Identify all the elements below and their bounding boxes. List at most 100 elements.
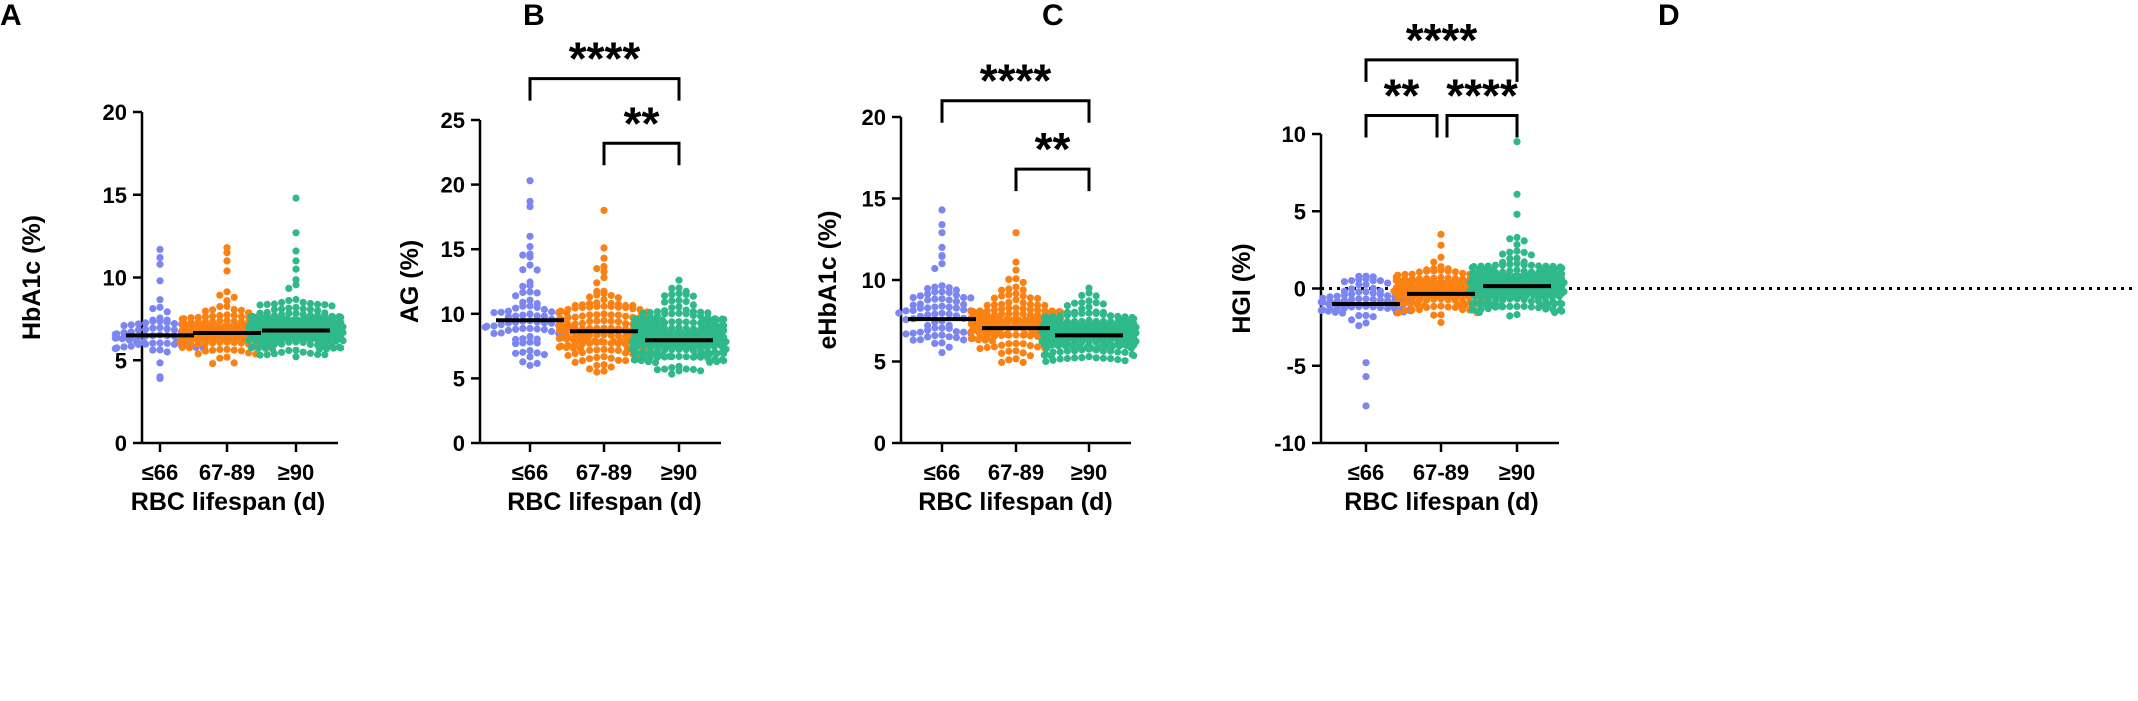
data-point: [292, 247, 300, 255]
significance-label: ****: [1406, 14, 1478, 66]
data-point: [1513, 233, 1521, 242]
data-point: [689, 346, 698, 355]
data-point: [586, 303, 594, 311]
data-point: [998, 286, 1006, 294]
panel-b: B 0 5 10 15 20 25 ≤66 67-89 ≥90 RBC lifespan (d) AG…: [396, 0, 730, 516]
data-point: [533, 349, 541, 357]
data-point: [1506, 260, 1514, 268]
data-point: [1019, 349, 1027, 357]
data-point: [1012, 266, 1020, 274]
data-point: [163, 319, 171, 327]
data-point: [1056, 355, 1064, 363]
y-axis-title: HGI (%): [1228, 243, 1256, 333]
data-point: [292, 353, 300, 361]
data-point: [1401, 307, 1409, 315]
data-point: [519, 282, 527, 290]
data-point: [600, 302, 608, 310]
data-point: [697, 367, 705, 375]
data-point: [156, 359, 164, 367]
data-point: [689, 319, 698, 327]
data-point: [1078, 291, 1086, 299]
data-point: [511, 312, 520, 320]
data-point: [1362, 359, 1370, 367]
data-point: [526, 243, 534, 251]
data-point: [519, 288, 527, 297]
data-point: [562, 335, 571, 343]
data-point: [931, 288, 939, 296]
data-point: [661, 298, 669, 306]
data-point: [639, 309, 647, 317]
data-point: [285, 338, 293, 346]
data-point: [593, 368, 601, 376]
data-point: [909, 306, 917, 315]
data-point: [1078, 299, 1086, 307]
data-point: [519, 339, 527, 347]
data-point: [134, 326, 142, 334]
data-point: [1005, 347, 1013, 355]
data-point: [209, 360, 217, 368]
data-point: [689, 311, 698, 319]
y-tick-label: 5: [115, 348, 127, 373]
data-point: [285, 296, 293, 305]
data-point: [339, 337, 347, 345]
data-point: [600, 338, 608, 346]
data-point: [998, 341, 1006, 349]
data-point: [1092, 346, 1100, 354]
data-point: [540, 312, 549, 320]
data-point: [209, 312, 217, 320]
data-point: [998, 292, 1006, 300]
data-point: [170, 320, 178, 328]
data-point: [111, 345, 119, 353]
data-point: [533, 266, 541, 274]
data-point: [1085, 303, 1093, 311]
y-axis-title: HbA1c (%): [18, 215, 46, 340]
data-point: [526, 332, 534, 341]
y-tick-label: 15: [862, 187, 886, 212]
data-point: [223, 317, 231, 325]
data-point: [1085, 297, 1093, 305]
data-point: [1408, 306, 1416, 314]
data-point: [607, 311, 615, 319]
data-point: [526, 296, 534, 304]
data-point: [323, 345, 331, 353]
data-point: [720, 349, 728, 357]
data-point: [285, 304, 293, 312]
data-point: [533, 312, 541, 320]
data-point: [299, 338, 307, 347]
data-point: [1437, 295, 1445, 303]
data-point: [1034, 294, 1042, 302]
data-point: [668, 318, 676, 326]
data-point: [1041, 301, 1049, 310]
data-point: [1362, 311, 1370, 320]
data-point: [526, 177, 534, 185]
data-point: [163, 339, 171, 347]
data-point: [1555, 292, 1563, 300]
data-point: [938, 252, 946, 260]
data-point: [1019, 331, 1027, 339]
data-point: [216, 303, 224, 311]
data-point: [223, 288, 231, 296]
data-point: [1459, 269, 1467, 277]
data-point: [216, 345, 224, 354]
panel-letter: A: [0, 0, 22, 32]
data-point: [1107, 312, 1115, 320]
data-point: [1012, 347, 1020, 355]
data-point: [1078, 309, 1086, 317]
data-point: [120, 343, 128, 351]
data-point: [1430, 295, 1438, 303]
data-point: [661, 365, 669, 373]
data-point: [1092, 354, 1100, 362]
data-point: [697, 353, 705, 361]
data-point: [1019, 305, 1027, 313]
data-point: [1078, 354, 1086, 362]
data-point: [622, 349, 630, 357]
data-point: [1338, 309, 1347, 317]
data-point: [1012, 316, 1020, 325]
data-point: [600, 268, 608, 276]
data-point: [571, 358, 579, 366]
data-point: [1415, 268, 1423, 276]
data-point: [270, 350, 278, 358]
panel-a: A 0 5 10 15 20 ≤66 67-89 ≥90 RBC lifespan (d) HbA1…: [0, 0, 347, 516]
data-point: [278, 348, 286, 356]
data-point: [945, 310, 953, 318]
